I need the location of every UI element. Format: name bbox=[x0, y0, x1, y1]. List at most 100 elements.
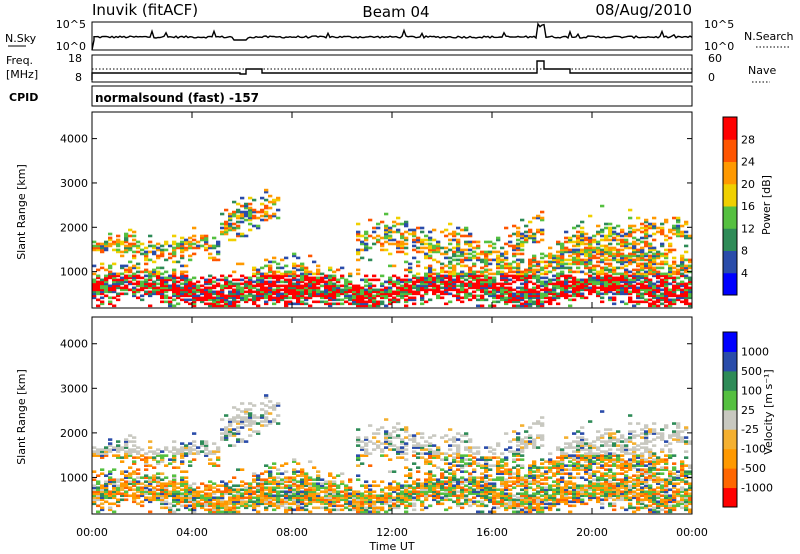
power-cell bbox=[644, 262, 649, 266]
power-cell bbox=[424, 288, 429, 292]
power-cell bbox=[612, 252, 617, 256]
power-cell bbox=[644, 228, 649, 232]
velocity-cell bbox=[300, 486, 305, 490]
power-cell bbox=[488, 268, 493, 272]
velocity-cell bbox=[128, 488, 133, 492]
velocity-cell bbox=[184, 470, 189, 473]
velocity-cell bbox=[528, 434, 533, 437]
power-cell bbox=[424, 274, 429, 278]
velocity-cell bbox=[232, 420, 237, 423]
power-cell bbox=[436, 278, 441, 282]
velocity-cell bbox=[444, 498, 449, 502]
power-colorbar-tick: 20 bbox=[741, 178, 755, 191]
velocity-cell bbox=[272, 466, 277, 469]
power-cell bbox=[464, 294, 469, 298]
velocity-cell bbox=[148, 500, 153, 504]
velocity-cell bbox=[344, 498, 349, 502]
velocity-cell bbox=[176, 502, 181, 506]
power-cell bbox=[348, 286, 353, 290]
power-cell bbox=[660, 280, 665, 284]
power-cell bbox=[120, 292, 125, 296]
velocity-cell bbox=[180, 448, 185, 451]
power-cell bbox=[304, 292, 309, 296]
power-cell bbox=[588, 280, 593, 284]
velocity-cell bbox=[512, 502, 517, 506]
power-cell bbox=[164, 242, 169, 246]
power-cell bbox=[212, 246, 217, 250]
velocity-cell bbox=[184, 496, 189, 500]
velocity-cell bbox=[100, 496, 105, 500]
power-cell bbox=[100, 262, 105, 266]
power-cell bbox=[96, 280, 101, 284]
velocity-cell bbox=[308, 502, 313, 506]
power-cell bbox=[448, 256, 453, 260]
velocity-cell bbox=[412, 446, 417, 449]
velocity-cell bbox=[92, 498, 97, 502]
power-cell bbox=[612, 286, 617, 290]
velocity-cell bbox=[364, 500, 369, 504]
power-cell bbox=[472, 294, 477, 298]
velocity-cell bbox=[292, 488, 297, 492]
power-cell bbox=[524, 274, 529, 278]
power-cell bbox=[496, 286, 501, 290]
velocity-cell bbox=[172, 500, 177, 504]
velocity-cell bbox=[256, 422, 261, 425]
power-cell bbox=[312, 260, 317, 264]
power-cell bbox=[440, 276, 445, 280]
power-cell bbox=[452, 258, 457, 262]
power-cell bbox=[400, 280, 405, 284]
velocity-cell bbox=[328, 504, 333, 508]
power-cell bbox=[620, 292, 625, 296]
power-cell bbox=[612, 280, 617, 284]
velocity-cell bbox=[312, 490, 317, 494]
power-cell bbox=[324, 274, 329, 278]
velocity-cell bbox=[492, 464, 497, 467]
power-cell bbox=[492, 288, 497, 292]
velocity-cell bbox=[528, 426, 533, 429]
velocity-cell bbox=[264, 494, 269, 498]
velocity-cell bbox=[272, 462, 277, 465]
power-cell bbox=[524, 290, 529, 294]
power-cell bbox=[140, 242, 145, 246]
velocity-cell bbox=[228, 496, 233, 500]
power-cell bbox=[92, 272, 97, 276]
power-cell bbox=[428, 248, 433, 252]
velocity-cell bbox=[248, 484, 253, 488]
power-cell bbox=[108, 302, 113, 306]
power-cell bbox=[216, 240, 221, 244]
power-cell bbox=[664, 220, 669, 224]
power-cell bbox=[524, 272, 529, 276]
power-cell bbox=[240, 220, 245, 224]
velocity-cell bbox=[192, 502, 197, 506]
power-cell bbox=[664, 272, 669, 276]
velocity-cell bbox=[288, 490, 293, 494]
velocity-cell bbox=[476, 462, 481, 465]
power-cell bbox=[400, 240, 405, 244]
power-cell bbox=[196, 244, 201, 248]
velocity-cell bbox=[312, 488, 317, 492]
velocity-cell bbox=[192, 488, 197, 492]
power-cell bbox=[420, 226, 425, 230]
velocity-cell bbox=[516, 452, 521, 455]
power-cell bbox=[276, 300, 281, 304]
power-cell bbox=[108, 272, 113, 276]
power-cell bbox=[288, 290, 293, 294]
velocity-cell bbox=[168, 482, 173, 486]
power-cell bbox=[448, 266, 453, 270]
velocity-cell bbox=[148, 480, 153, 484]
power-cell bbox=[172, 268, 177, 272]
velocity-cell bbox=[324, 488, 329, 492]
power-cell bbox=[356, 258, 361, 262]
power-cell bbox=[220, 286, 225, 290]
velocity-cell bbox=[176, 496, 181, 500]
power-cell bbox=[604, 226, 609, 230]
power-cell bbox=[616, 260, 621, 264]
velocity-cell bbox=[372, 496, 377, 500]
power-cell bbox=[456, 272, 461, 276]
power-cell bbox=[512, 298, 517, 302]
power-cell bbox=[196, 246, 201, 250]
velocity-cell bbox=[388, 434, 393, 437]
velocity-cell bbox=[460, 478, 465, 482]
power-cell bbox=[512, 252, 517, 256]
power-cell bbox=[376, 294, 381, 298]
